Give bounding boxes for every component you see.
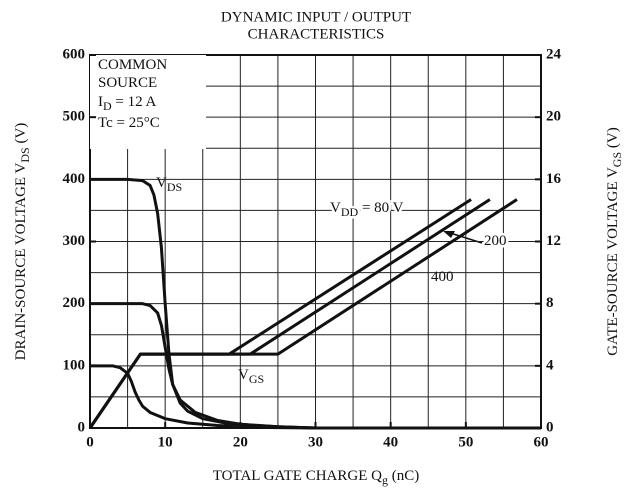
annotation-after: = 80 V (358, 200, 403, 216)
x-tick-label: 20 (233, 434, 248, 450)
y-tick-label: 200 (63, 295, 86, 311)
annotation: COMMON (98, 57, 167, 73)
annotation-main: V (330, 200, 341, 216)
y2-axis-label: GATE-SOURCE VOLTAGE VGS (V) (605, 127, 623, 355)
series-line (90, 364, 316, 430)
annotation-main: 200 (484, 233, 507, 249)
annotation: 400 (431, 269, 454, 285)
x-tick-label: 30 (308, 434, 323, 450)
annotation-box (90, 55, 206, 149)
annotation-main: Tc = 25°C (98, 115, 160, 131)
y2-axis-label-sub: GS (610, 152, 624, 167)
x-tick-label: 10 (158, 434, 173, 450)
y-tick-label: 0 (78, 419, 86, 435)
annotation-main: COMMON (98, 57, 167, 73)
annotation-sub: DS (167, 180, 182, 194)
y-tick-label: 600 (63, 46, 86, 62)
y-axis-label-main: DRAIN-SOURCE VOLTAGE V (13, 162, 29, 360)
y2-axis-label-after: (V) (605, 127, 621, 152)
x-axis-label: TOTAL GATE CHARGE Qg (nC) (213, 468, 419, 486)
y2-tick-label: 4 (546, 357, 554, 373)
annotation-main: V (156, 175, 167, 191)
x-tick-label: 40 (383, 434, 398, 450)
y2-axis-label-main: GATE-SOURCE VOLTAGE V (605, 167, 621, 356)
y-axis-label: DRAIN-SOURCE VOLTAGE VDS (V) (13, 123, 31, 361)
x-tick-label: 60 (534, 434, 549, 450)
annotation: VGS (238, 367, 264, 385)
annotation-main: I (98, 94, 103, 110)
y2-tick-label: 0 (546, 419, 554, 435)
annotation: SOURCE (98, 75, 157, 91)
y-tick-label: 100 (63, 357, 86, 373)
x-axis-label-main: TOTAL GATE CHARGE Q (213, 468, 382, 484)
annotation-sub: D (103, 99, 112, 113)
y2-tick-label: 8 (546, 295, 554, 311)
annotation-after: = 12 A (112, 94, 157, 110)
x-tick-label: 50 (458, 434, 473, 450)
x-axis-label-after: (nC) (388, 468, 419, 484)
annotation: VDS (156, 175, 182, 193)
x-tick-label: 0 (86, 434, 94, 450)
annotation: 200 (484, 233, 507, 249)
chart-title: DYNAMIC INPUT / OUTPUT (221, 9, 411, 25)
annotation-main: 400 (431, 269, 454, 285)
arrow-head (443, 231, 455, 238)
annotation: VDD = 80 V (330, 200, 404, 218)
y-axis-label-after: (V) (13, 123, 29, 148)
series-line (90, 302, 316, 430)
y2-tick-label: 12 (546, 233, 561, 249)
y-tick-label: 500 (63, 109, 86, 125)
chart-title: CHARACTERISTICS (248, 26, 385, 42)
y2-tick-label: 16 (546, 171, 562, 187)
annotation: ID = 12 A (98, 94, 157, 112)
y-tick-label: 300 (63, 233, 86, 249)
annotation-main: SOURCE (98, 75, 157, 91)
annotation-main: V (238, 367, 249, 383)
y2-tick-label: 24 (546, 46, 562, 62)
x-axis-label-sub: g (382, 473, 388, 487)
annotation-sub: GS (249, 372, 264, 386)
annotation: Tc = 25°C (98, 115, 160, 131)
annotation-sub: DD (341, 205, 359, 219)
series-line (88, 198, 518, 429)
y-axis-label-sub: DS (18, 147, 32, 162)
y2-tick-label: 20 (546, 109, 561, 125)
y-tick-label: 400 (63, 171, 86, 187)
